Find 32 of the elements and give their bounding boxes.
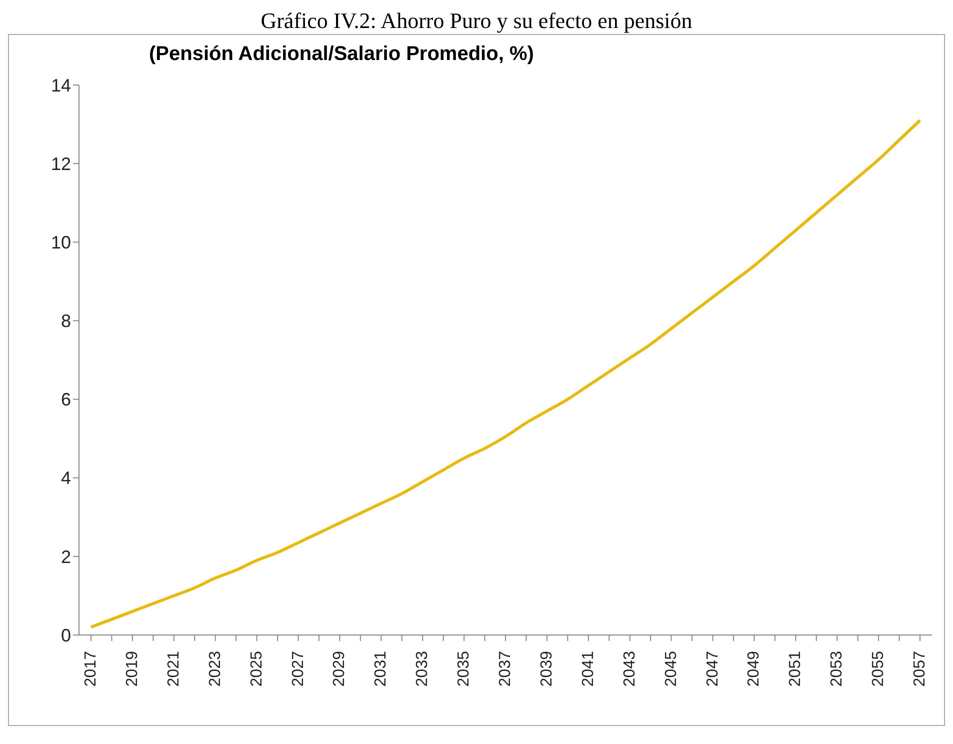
x-tick-label: 2025 — [248, 650, 266, 687]
y-tick-label: 8 — [60, 311, 71, 332]
x-tick-label: 2051 — [787, 650, 804, 687]
y-tick-label: 14 — [50, 75, 71, 96]
x-tick-label: 2053 — [828, 650, 846, 687]
x-tick-label: 2045 — [662, 650, 680, 687]
x-tick-label: 2049 — [746, 650, 763, 687]
x-tick-label: 2021 — [165, 650, 182, 687]
x-tick-label: 2043 — [621, 650, 638, 687]
x-tick-label: 2037 — [497, 650, 514, 687]
x-tick-label: 2057 — [912, 650, 928, 687]
y-tick-label: 2 — [60, 546, 71, 567]
y-tick-label: 6 — [60, 390, 71, 410]
x-tick-label: 2023 — [206, 650, 224, 687]
x-tick-label: 2031 — [372, 650, 390, 687]
chart-subtitle: (Pensión Adicional/Salario Promedio, %) — [149, 43, 534, 66]
x-tick-label: 2027 — [290, 650, 307, 687]
y-tick-label: 12 — [50, 154, 71, 174]
chart-title: Gráfico IV.2: Ahorro Puro y su efecto en pensión — [260, 8, 694, 34]
x-tick-label: 2035 — [456, 650, 473, 687]
x-tick-label: 2055 — [870, 650, 888, 687]
line-series — [90, 118, 922, 629]
y-tick-label: 0 — [60, 625, 71, 646]
x-tick-label: 2033 — [414, 650, 432, 687]
x-tick-label: 2017 — [82, 650, 100, 687]
x-tick-label: 2039 — [538, 650, 556, 687]
y-tick-label: 10 — [50, 232, 71, 253]
x-tick-label: 2019 — [124, 650, 141, 687]
x-tick-label: 2029 — [331, 650, 348, 687]
y-tick-label: 4 — [60, 468, 71, 488]
x-tick-label: 2041 — [580, 650, 597, 687]
x-tick-label: 2047 — [704, 650, 722, 687]
